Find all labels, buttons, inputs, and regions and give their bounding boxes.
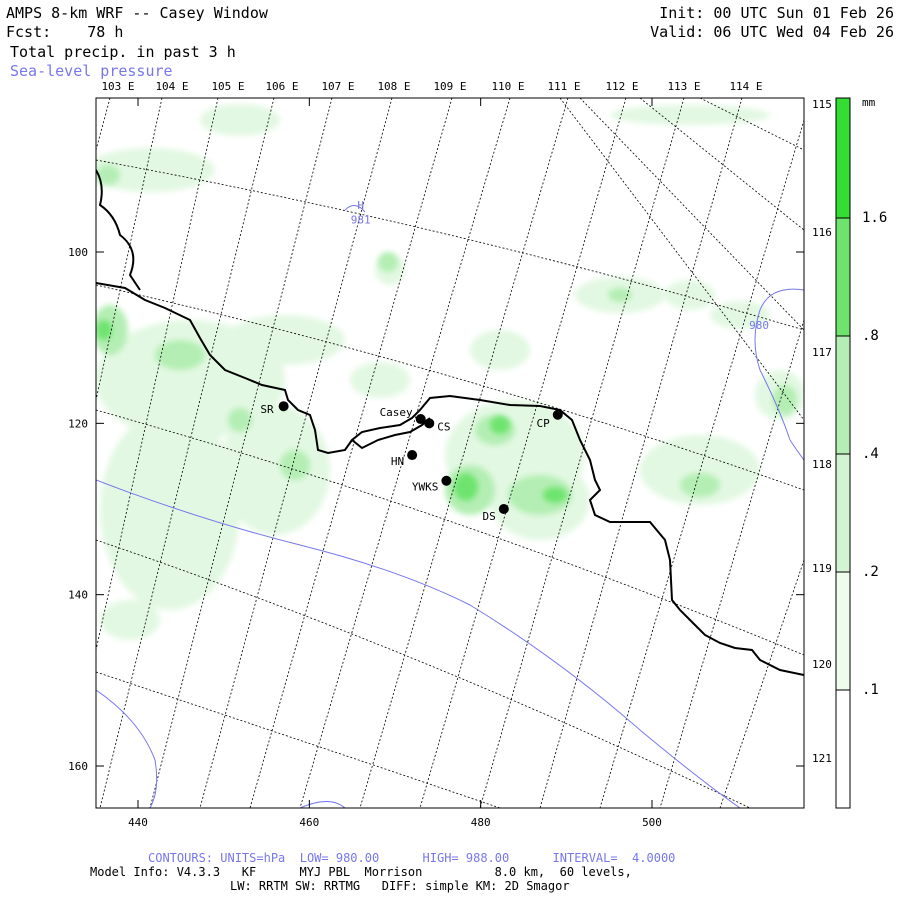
y-tick-label: 120	[68, 417, 88, 430]
colorbar: mm 1.6 .8 .4 .2 .1	[835, 96, 887, 809]
map-title: AMPS 8-km WRF -- Casey Window	[6, 4, 268, 22]
init-time: Init: 00 UTC Sun 01 Feb 26	[659, 4, 894, 22]
y-tick-label: 160	[68, 760, 88, 773]
colorbar-unit: mm	[862, 96, 876, 109]
pressure-label: H	[357, 199, 364, 212]
lon-label: 112 E	[605, 80, 638, 93]
map-frame	[95, 97, 805, 809]
lon-label: 103 E	[101, 80, 134, 93]
lon-label: 107 E	[321, 80, 354, 93]
station-marker	[441, 475, 452, 486]
lon-label: 109 E	[433, 80, 466, 93]
lon-label: 104 E	[155, 80, 188, 93]
station-marker	[552, 409, 563, 420]
contours-info: CONTOURS: UNITS=hPa LOW= 980.00 HIGH= 98…	[148, 851, 676, 865]
lon-label: 108 E	[377, 80, 410, 93]
colorbar-band-1-6	[836, 218, 850, 336]
station-label: CS	[437, 420, 450, 433]
colorbar-band-0-8	[836, 336, 850, 454]
lon-label: 106 E	[265, 80, 298, 93]
y-ticks: 100 120 140 160	[68, 246, 804, 773]
x-tick-label: 480	[471, 816, 491, 829]
colorbar-band-0-4	[836, 454, 850, 572]
station-marker	[407, 450, 418, 461]
station-marker	[424, 418, 435, 429]
station-marker	[415, 414, 426, 425]
pressure-labels: H 981 980	[351, 199, 769, 332]
station-label: HN	[391, 455, 404, 468]
scheme-info: LW: RRTM SW: RRTMG DIFF: simple KM: 2D S…	[230, 879, 570, 893]
pressure-label: 980	[749, 319, 769, 332]
lon-label: 113 E	[667, 80, 700, 93]
stations: SR Casey CS CP HN YWKS DS	[260, 401, 563, 523]
station-label: Casey	[380, 406, 413, 419]
station-marker	[498, 504, 509, 514]
overlay-name: Sea-level pressure	[10, 62, 173, 80]
x-ticks: 440 460 480 500	[128, 98, 662, 829]
station-label: DS	[483, 510, 496, 523]
coastline	[96, 169, 804, 676]
y-tick-label: 100	[68, 246, 88, 259]
lon-label: 114 E	[729, 80, 762, 93]
pressure-label: 981	[351, 214, 371, 227]
y-tick-label: 140	[68, 589, 88, 602]
colorbar-label: .4	[862, 446, 879, 462]
valid-time: Valid: 06 UTC Wed 04 Feb 26	[650, 23, 894, 41]
graticule	[96, 98, 804, 808]
station-marker	[278, 401, 289, 412]
field-name: Total precip. in past 3 h	[10, 43, 236, 61]
x-tick-label: 500	[642, 816, 662, 829]
model-info: Model Info: V4.3.3 KF MYJ PBL Morrison 8…	[90, 865, 632, 879]
precip-shading	[96, 104, 804, 640]
station-label: YWKS	[412, 481, 439, 494]
colorbar-label: .2	[862, 564, 879, 580]
lon-label: 110 E	[491, 80, 524, 93]
forecast-hour: Fcst: 78 h	[6, 23, 124, 41]
x-tick-label: 460	[299, 816, 319, 829]
station-label: SR	[260, 403, 274, 416]
colorbar-label: .8	[862, 328, 879, 344]
longitude-labels: 103 E 104 E 105 E 106 E 107 E 108 E 109 E 110 E…	[101, 80, 762, 93]
lon-label: 111 E	[547, 80, 580, 93]
station-label: CP	[537, 417, 551, 430]
colorbar-band-0-1	[836, 690, 850, 808]
x-tick-label: 440	[128, 816, 148, 829]
colorbar-band-0-2	[836, 572, 850, 690]
colorbar-label: 1.6	[862, 210, 887, 226]
colorbar-label: .1	[862, 682, 879, 698]
colorbar-band-max	[836, 98, 850, 218]
lon-label: 105 E	[211, 80, 244, 93]
isobars	[96, 205, 804, 808]
